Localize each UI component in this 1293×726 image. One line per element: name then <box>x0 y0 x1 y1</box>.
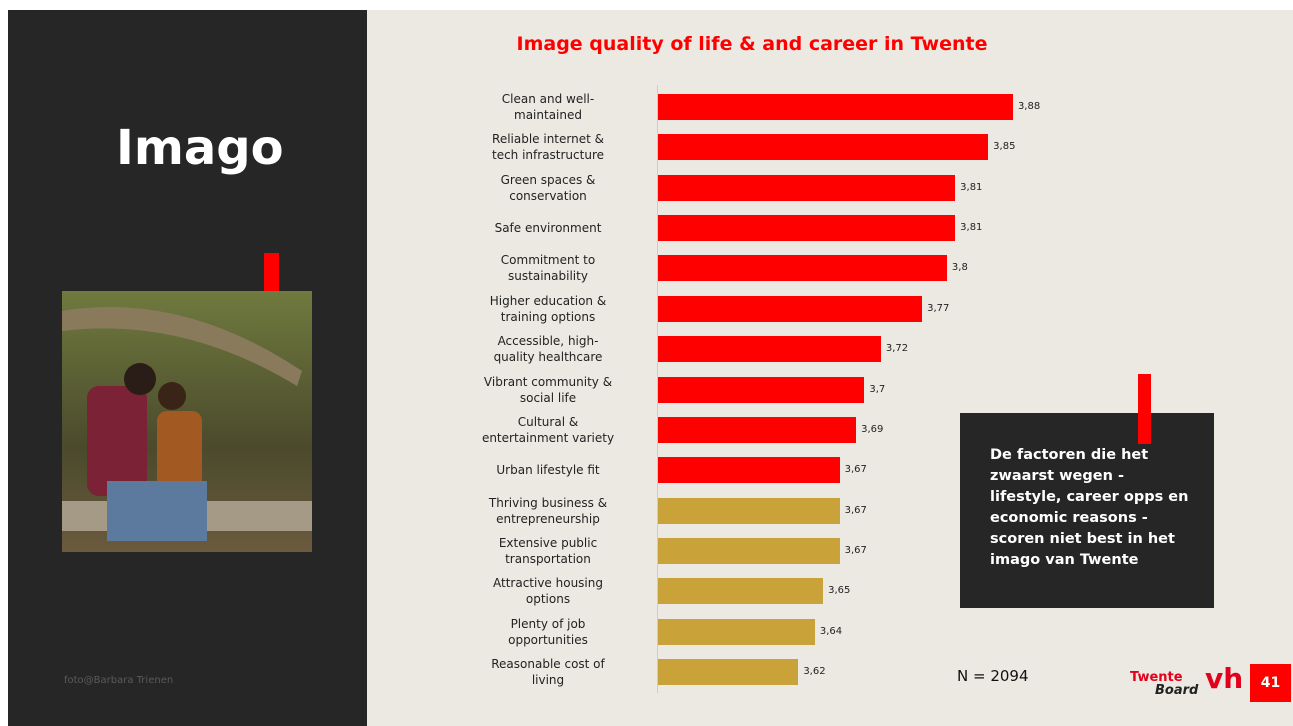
x-tick-label: Green spaces & conservation <box>500 172 596 203</box>
chart-title: Image quality of life & and career in Tw… <box>516 33 988 55</box>
value-label: 3,77 <box>927 302 950 314</box>
bar <box>658 336 881 363</box>
callout-box <box>960 413 1214 608</box>
x-tick-label: Reasonable cost of living <box>491 657 605 688</box>
value-label: 3,8 <box>951 262 968 274</box>
x-tick-label: Vibrant community & social life <box>483 374 613 405</box>
bar <box>658 255 947 282</box>
logo-mark: vh <box>1205 662 1244 695</box>
bar <box>658 537 840 564</box>
value-label: 3,88 <box>1017 101 1041 112</box>
bar <box>658 94 1013 120</box>
bar <box>658 376 865 403</box>
value-label: 3,67 <box>844 464 867 476</box>
bar <box>658 174 956 201</box>
x-tick-label: Higher education & training options <box>489 293 607 324</box>
bar <box>658 416 857 443</box>
bar <box>658 578 824 605</box>
bar <box>658 295 923 322</box>
x-tick-label: Clean and well- maintained <box>501 92 595 122</box>
axis-line <box>657 85 658 693</box>
x-tick-label: Plenty of job opportunities <box>508 616 588 647</box>
value-label: 3,81 <box>960 222 983 234</box>
value-label: 3,64 <box>819 625 843 637</box>
value-label: 3,7 <box>869 383 886 395</box>
logo-top: Twente <box>1130 670 1183 685</box>
accent <box>1138 413 1151 444</box>
value-label: 3,67 <box>844 504 867 516</box>
x-tick-label: Safe environment <box>494 221 602 236</box>
page-number: 41 <box>1250 664 1291 702</box>
heading: Imago <box>116 120 284 176</box>
value-label: 3,69 <box>861 423 884 435</box>
bar <box>658 497 840 524</box>
photo <box>62 291 312 552</box>
value-label: 3,67 <box>844 544 867 556</box>
sample-size: N = 2094 <box>957 667 1029 685</box>
logo-bottom: Board <box>1155 683 1199 698</box>
callout-text: De factoren die het zwaarst wegen - life… <box>990 447 1189 568</box>
accent <box>264 253 279 297</box>
value-label: 3,85 <box>993 141 1016 153</box>
bar <box>658 618 815 645</box>
bar <box>658 457 840 484</box>
photo-credit: foto@Barbara Trienen <box>64 675 174 686</box>
bar <box>658 659 799 686</box>
value-label: 3,72 <box>885 343 909 355</box>
x-tick-label: Urban lifestyle fit <box>496 463 600 478</box>
bar <box>658 215 956 242</box>
value-label: 3,65 <box>828 585 851 597</box>
bar <box>658 134 989 161</box>
value-label: 3,62 <box>803 666 826 678</box>
x-tick-label: Accessible, high- quality healthcare <box>493 334 603 365</box>
x-tick-label: Extensive public transportation <box>498 535 598 566</box>
x-tick-label: Cultural & entertainment variety <box>481 414 615 445</box>
x-tick-label: Reliable internet & tech infrastructure <box>491 132 604 163</box>
x-tick-label: Attractive housing options <box>493 576 603 607</box>
x-tick-label: Commitment to sustainability <box>500 253 596 284</box>
x-tick-label: Thriving business & entrepreneurship <box>488 495 608 526</box>
value-label: 3,81 <box>960 181 983 193</box>
